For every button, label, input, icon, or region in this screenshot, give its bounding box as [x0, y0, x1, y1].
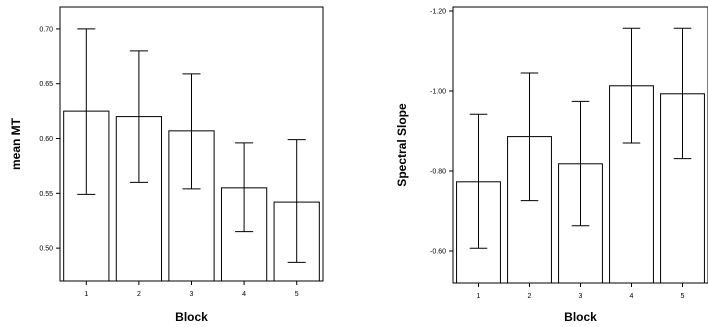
error-bar-block-4: [235, 142, 254, 233]
y-tick-label: 0.70: [39, 26, 53, 33]
error-bar-block-2: [520, 72, 539, 202]
y-axis-ticks: 0.70 0.65 0.60 0.55 0.50: [39, 26, 60, 253]
x-tick-label: 2: [528, 293, 532, 300]
x-axis-label: Block: [175, 310, 208, 324]
y-tick-label: 0.60: [39, 136, 53, 143]
x-tick-label: 3: [190, 291, 194, 298]
x-tick-label: 4: [242, 291, 246, 298]
x-tick-label: 5: [681, 293, 685, 300]
error-bars: [469, 27, 692, 249]
x-tick-label: 1: [84, 291, 88, 298]
y-tick-label: 0.55: [39, 191, 53, 198]
x-tick-label: 4: [630, 293, 634, 300]
x-tick-label: 3: [579, 293, 583, 300]
y-tick-label: 0.65: [39, 81, 53, 88]
x-axis-label: Block: [564, 310, 597, 324]
x-tick-label: 1: [477, 293, 481, 300]
error-bar-block-1: [77, 28, 96, 195]
y-axis-label: Spectral Slope: [395, 103, 409, 187]
bars: [63, 110, 320, 282]
y-tick-label: -0.80: [430, 169, 446, 176]
spectral-slope-chart: -1.20 -1.00 -0.80 -0.60 1 2 3 4 5 Block Spectra…: [395, 6, 708, 324]
x-tick-label: 2: [137, 291, 141, 298]
x-tick-label: 5: [295, 291, 299, 298]
x-axis-ticks: 1 2 3 4 5: [477, 283, 685, 300]
error-bar-block-2: [129, 50, 148, 183]
y-axis-label: mean MT: [9, 117, 23, 170]
y-axis-ticks: -1.20 -1.00 -0.80 -0.60: [430, 9, 453, 256]
error-bar-block-1: [469, 113, 488, 249]
y-tick-label: -1.00: [430, 89, 446, 96]
y-tick-label: 0.50: [39, 246, 53, 253]
y-tick-label: -1.20: [430, 9, 446, 16]
error-bar-block-4: [622, 27, 641, 144]
error-bar-block-3: [182, 73, 201, 190]
mean-mt-chart: 0.70 0.65 0.60 0.55 0.50 1 2 3 4 5 Block mean MT: [9, 6, 324, 324]
error-bar-block-5: [673, 27, 692, 160]
error-bar-block-3: [571, 100, 590, 227]
y-tick-label: -0.60: [430, 249, 446, 256]
error-bars: [77, 28, 306, 263]
error-bar-block-5: [287, 139, 306, 263]
x-axis-ticks: 1 2 3 4 5: [84, 281, 299, 298]
